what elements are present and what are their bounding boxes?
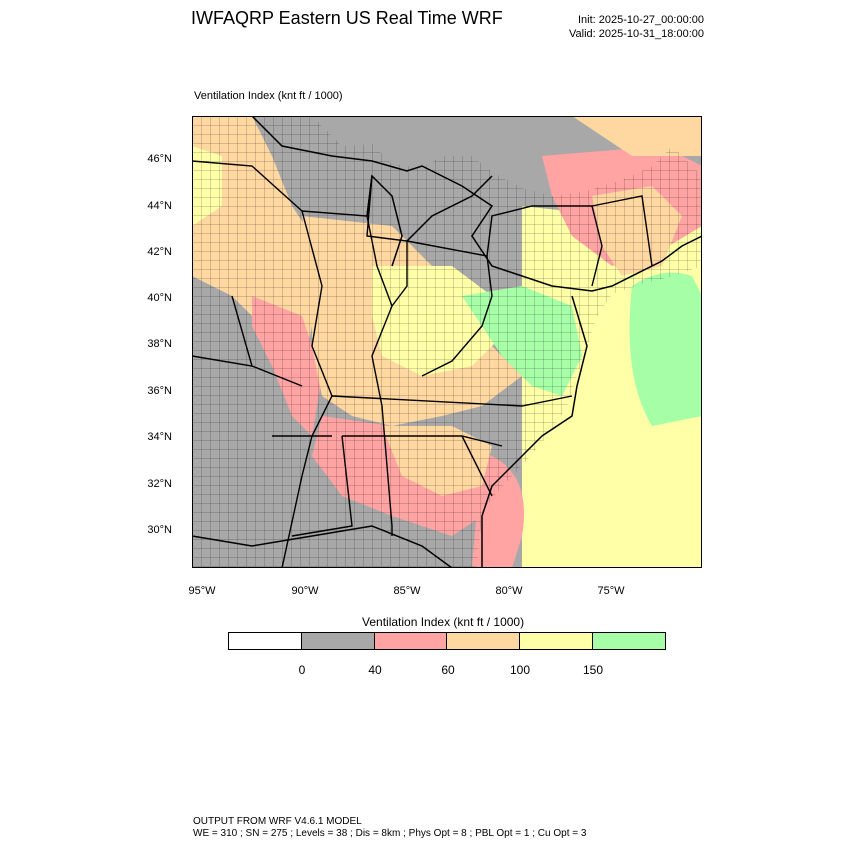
lon-label: 90°W (291, 585, 319, 597)
plot-title: IWFAQRP Eastern US Real Time WRF (191, 8, 503, 28)
colorbar-label: 60 (441, 663, 455, 677)
footer-model: OUTPUT FROM WRF V4.6.1 MODEL (193, 816, 362, 827)
lat-label: 46°N (147, 153, 172, 165)
lat-label: 30°N (147, 524, 172, 536)
colorbar (228, 632, 666, 650)
colorbar-label: 100 (509, 663, 531, 677)
lat-label: 32°N (147, 478, 172, 490)
lat-label: 36°N (147, 385, 172, 397)
ocean-green-field (629, 272, 702, 426)
colorbar-title: Ventilation Index (knt ft / 1000) (362, 615, 525, 629)
colorbar-box (229, 633, 302, 649)
canada-orange-field (572, 116, 702, 156)
colorbar-box (593, 633, 665, 649)
colorbar-box (301, 633, 375, 649)
colorbar-box (447, 633, 521, 649)
colorbar-label: 40 (368, 663, 382, 677)
lon-label: 95°W (188, 585, 216, 597)
colorbar-box (374, 633, 448, 649)
map-frame (192, 116, 702, 568)
run-times: Init: 2025-10-27_00:00:00 Valid: 2025-10… (569, 13, 704, 41)
valid-time: Valid: 2025-10-31_18:00:00 (569, 28, 704, 40)
colorbar-box (520, 633, 594, 649)
coastlines (192, 116, 702, 568)
init-time: Init: 2025-10-27_00:00:00 (578, 14, 704, 26)
lon-label: 75°W (597, 585, 625, 597)
lat-label: 42°N (147, 246, 172, 258)
colorbar-label: 150 (582, 663, 604, 677)
lat-label: 34°N (147, 431, 172, 443)
lon-label: 85°W (393, 585, 421, 597)
map-panel (192, 116, 702, 568)
model-footer: OUTPUT FROM WRF V4.6.1 MODEL WE = 310 ; … (193, 816, 586, 840)
map-subtitle: Ventilation Index (knt ft / 1000) (194, 90, 343, 102)
ventilation-index-map (192, 116, 702, 568)
lat-label: 44°N (147, 200, 172, 212)
footer-config: WE = 310 ; SN = 275 ; Levels = 38 ; Dis … (193, 828, 587, 839)
lat-label: 38°N (147, 338, 172, 350)
lat-label: 40°N (147, 292, 172, 304)
colorbar-label: 0 (298, 663, 306, 677)
lon-label: 80°W (495, 585, 523, 597)
